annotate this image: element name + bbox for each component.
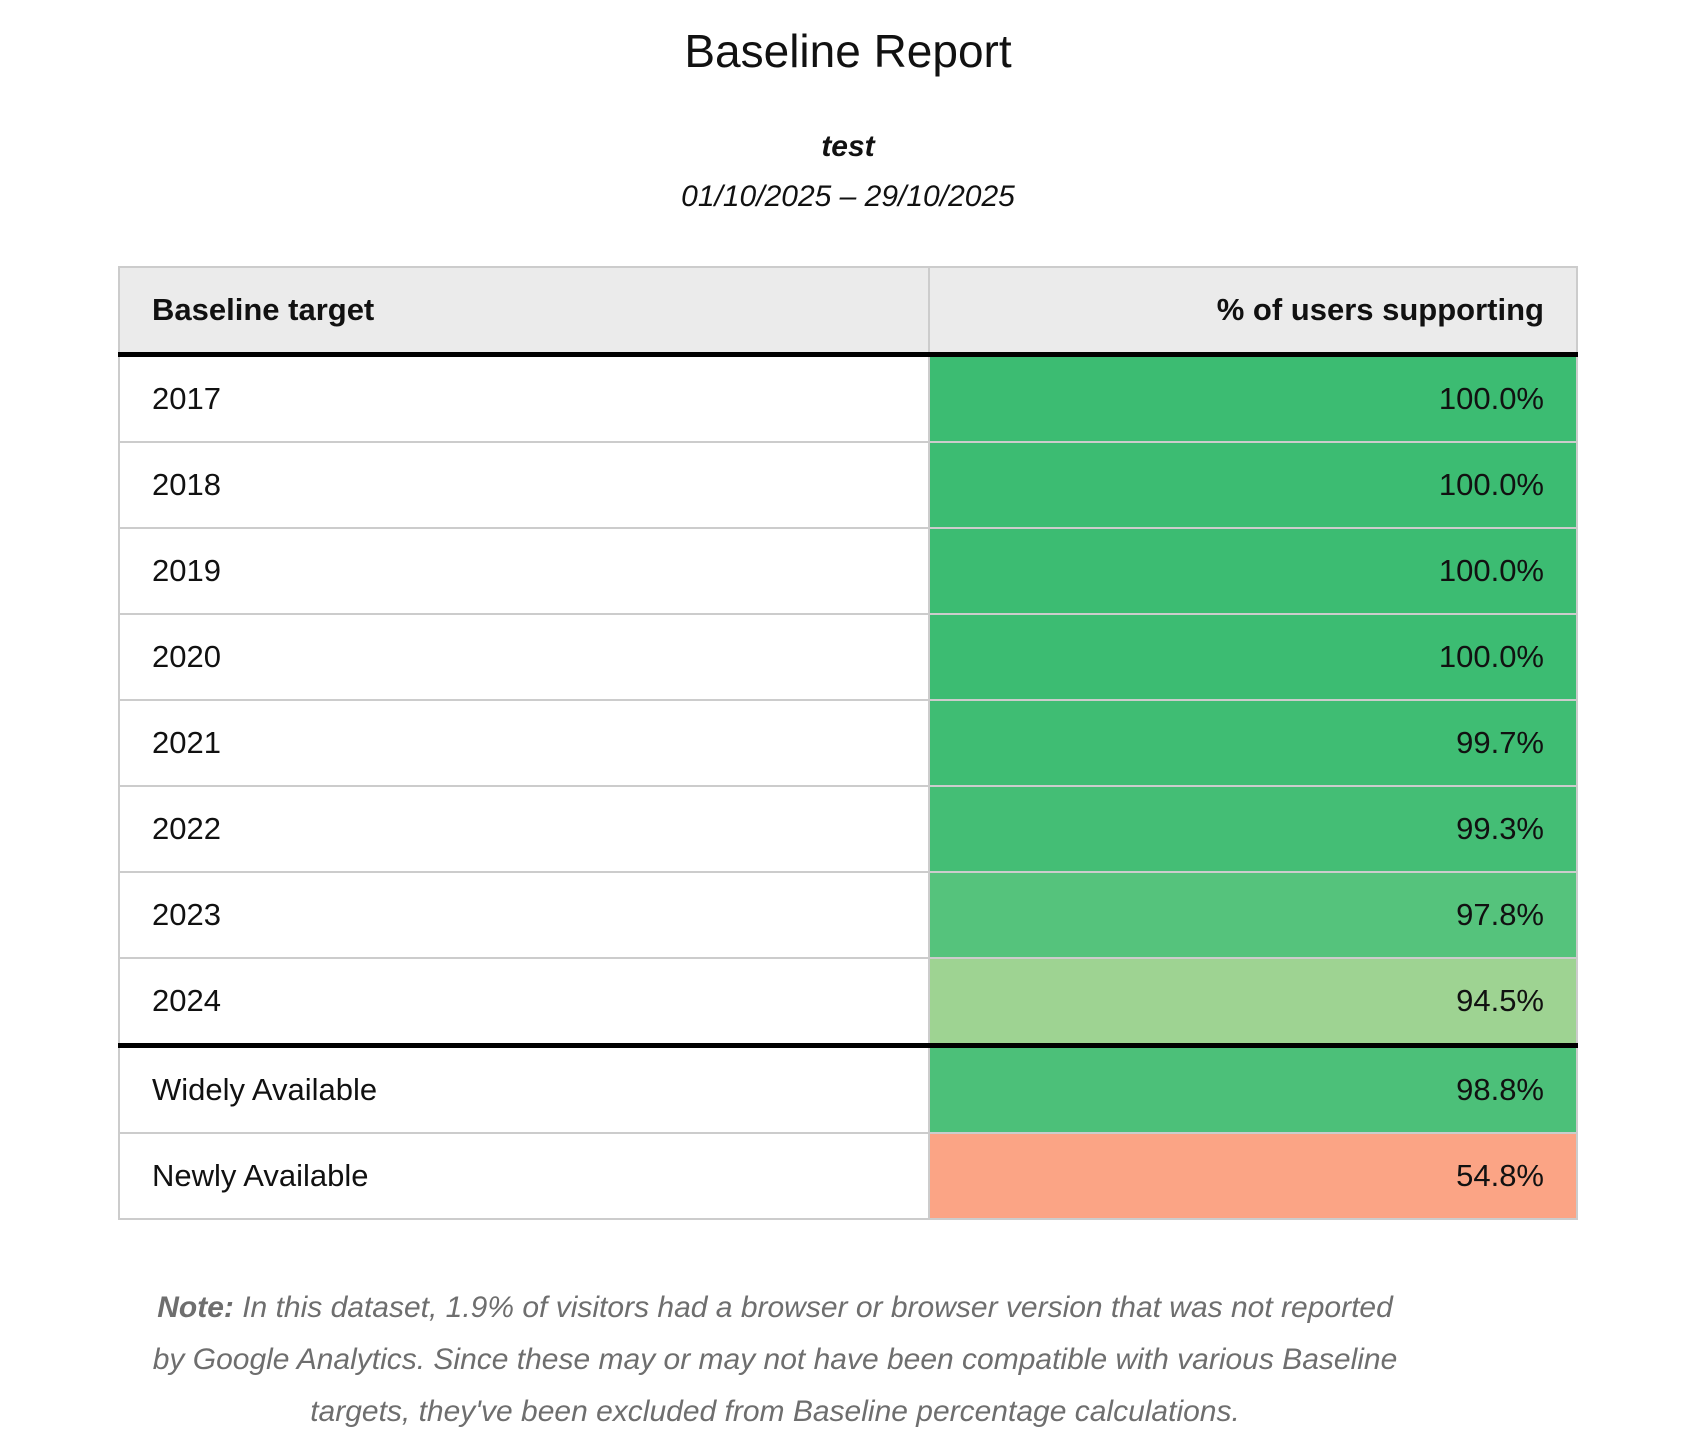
table-header-row: Baseline target % of users supporting — [118, 266, 1579, 357]
page-title: Baseline Report — [684, 25, 1012, 77]
value-cell: 94.5% — [927, 957, 1579, 1047]
value-cell: 98.8% — [927, 1043, 1579, 1134]
table-row: 2021 99.7% — [118, 699, 1579, 787]
value-cell: 97.8% — [927, 871, 1579, 959]
note-text: In this dataset, 1.9% of visitors had a … — [152, 1291, 1398, 1429]
target-cell: 2020 — [118, 613, 930, 701]
table-row: 2018 100.0% — [118, 441, 1579, 529]
target-cell: 2022 — [118, 785, 930, 873]
target-cell: 2018 — [118, 441, 930, 529]
table-row: 2024 94.5% — [118, 957, 1579, 1047]
table-row: 2022 99.3% — [118, 785, 1579, 873]
table-row: 2020 100.0% — [118, 613, 1579, 701]
value-cell: 100.0% — [927, 441, 1579, 529]
value-cell: 99.3% — [927, 785, 1579, 873]
target-cell: 2017 — [118, 353, 930, 443]
table-row: 2019 100.0% — [118, 527, 1579, 615]
target-cell: Newly Available — [118, 1132, 930, 1220]
column-header-percent-supporting: % of users supporting — [927, 266, 1579, 357]
table-body: 2017 100.0% 2018 100.0% 2019 100.0% 2020… — [118, 353, 1579, 1220]
table-header: Baseline target % of users supporting — [118, 266, 1579, 357]
value-cell: 100.0% — [927, 613, 1579, 701]
target-cell: 2023 — [118, 871, 930, 959]
target-cell: Widely Available — [118, 1043, 930, 1134]
note-label: Note: — [157, 1291, 234, 1324]
report-subtitle: test — [821, 130, 875, 163]
table-row: 2017 100.0% — [118, 353, 1579, 443]
table-row: Widely Available 98.8% — [118, 1043, 1579, 1134]
value-cell: 100.0% — [927, 527, 1579, 615]
report-note: Note: In this dataset, 1.9% of visitors … — [150, 1282, 1400, 1439]
column-header-baseline-target: Baseline target — [118, 266, 930, 357]
target-cell: 2019 — [118, 527, 930, 615]
value-cell: 100.0% — [927, 353, 1579, 443]
table-row: 2023 97.8% — [118, 871, 1579, 959]
table-row: Newly Available 54.8% — [118, 1132, 1579, 1220]
value-cell: 54.8% — [927, 1132, 1579, 1220]
report-date-range: 01/10/2025 – 29/10/2025 — [681, 180, 1015, 213]
target-cell: 2021 — [118, 699, 930, 787]
baseline-table: Baseline target % of users supporting 20… — [118, 266, 1579, 1220]
target-cell: 2024 — [118, 957, 930, 1047]
value-cell: 99.7% — [927, 699, 1579, 787]
